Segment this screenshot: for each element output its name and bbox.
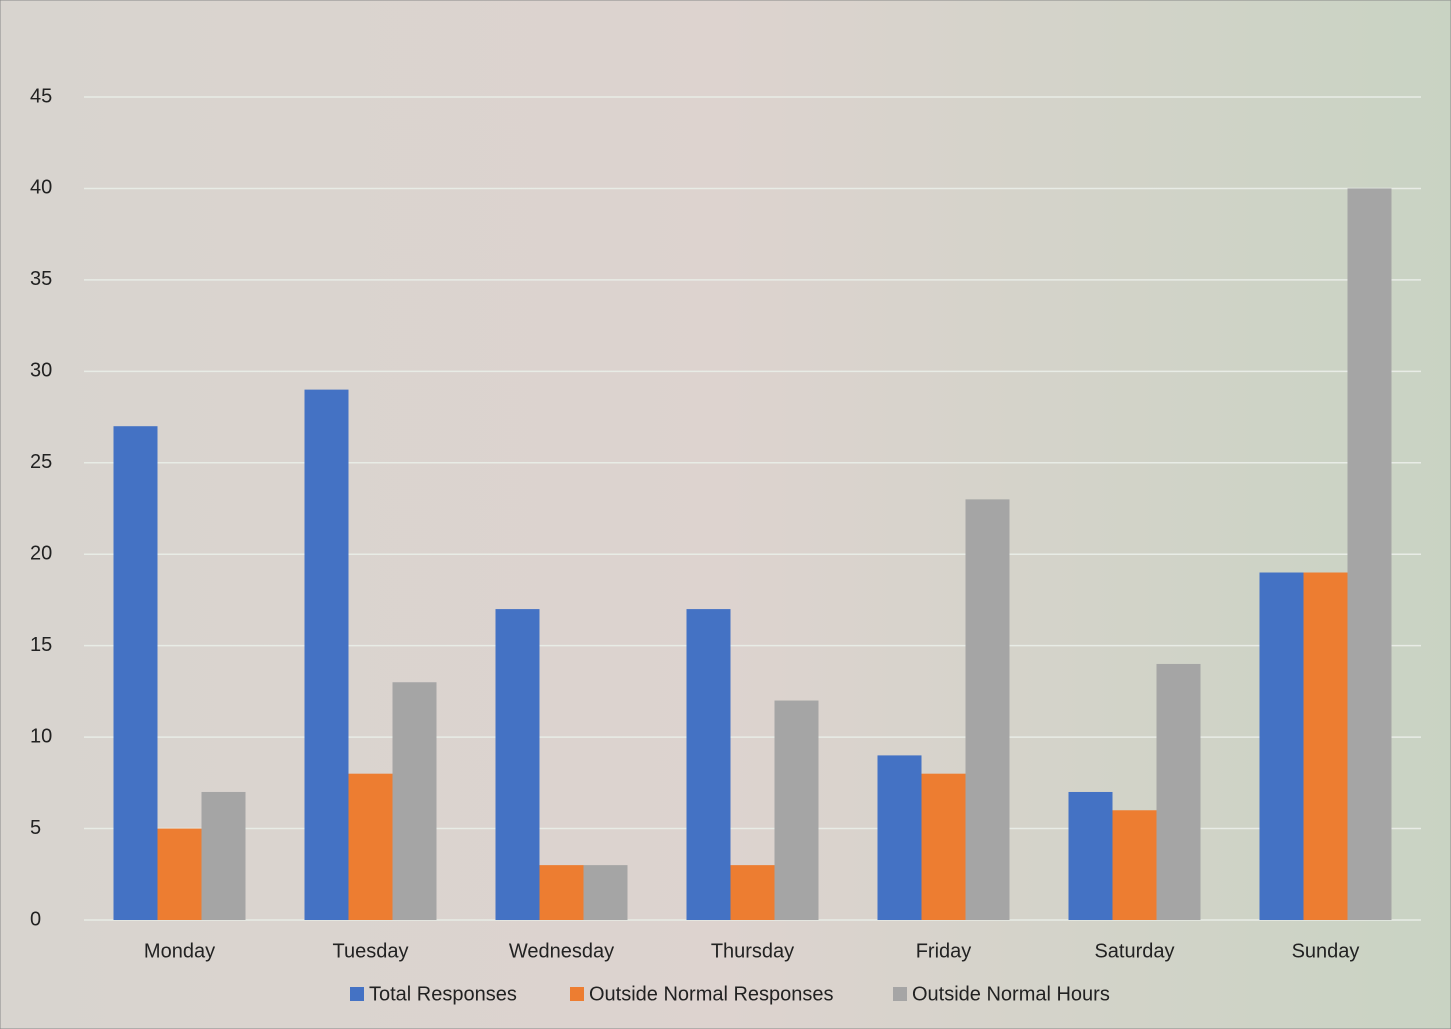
y-tick-label: 35: [30, 268, 52, 290]
y-tick-label: 15: [30, 634, 52, 656]
bar: [157, 828, 202, 920]
y-tick-label: 20: [30, 543, 52, 565]
bar: [877, 755, 922, 920]
bar: [1112, 810, 1157, 920]
x-tick-label: Tuesday: [333, 940, 409, 962]
y-tick-label: 40: [30, 177, 52, 199]
x-tick-label: Thursday: [711, 940, 794, 962]
y-tick-label: 30: [30, 360, 52, 382]
bar: [113, 426, 158, 920]
legend-label: Total Responses: [369, 983, 517, 1005]
y-tick-label: 0: [30, 908, 41, 930]
bar: [1347, 188, 1392, 920]
bar: [495, 609, 540, 920]
bar: [730, 865, 775, 920]
x-tick-label: Wednesday: [509, 940, 614, 962]
plot-area: 0 5 10 15 20 25 30 35 40 45 Monday Tuesday Wednesday…: [30, 85, 1421, 1005]
bar: [583, 865, 628, 920]
bar: [686, 609, 731, 920]
legend-label: Outside Normal Responses: [589, 983, 834, 1005]
bar: [965, 499, 1010, 920]
bar: [539, 865, 584, 920]
x-tick-label: Sunday: [1292, 940, 1360, 962]
x-tick-label: Monday: [144, 940, 215, 962]
y-tick-label: 10: [30, 725, 52, 747]
bar: [774, 700, 819, 920]
bar: [1303, 572, 1348, 920]
x-tick-label: Friday: [916, 940, 972, 962]
bar: [1156, 663, 1201, 920]
bar: [1068, 791, 1113, 920]
bar: [1259, 572, 1304, 920]
legend-swatch: [570, 987, 584, 1001]
bar: [201, 791, 246, 920]
legend-swatch: [350, 987, 364, 1001]
bar: [348, 773, 393, 920]
bar: [304, 389, 349, 921]
y-tick-label: 45: [30, 85, 52, 107]
legend-label: Outside Normal Hours: [912, 983, 1110, 1005]
bar: [392, 682, 437, 920]
bar: [921, 773, 966, 920]
legend-swatch: [893, 987, 907, 1001]
y-tick-label: 5: [30, 817, 41, 839]
y-tick-label: 25: [30, 451, 52, 473]
x-tick-label: Saturday: [1094, 940, 1174, 962]
